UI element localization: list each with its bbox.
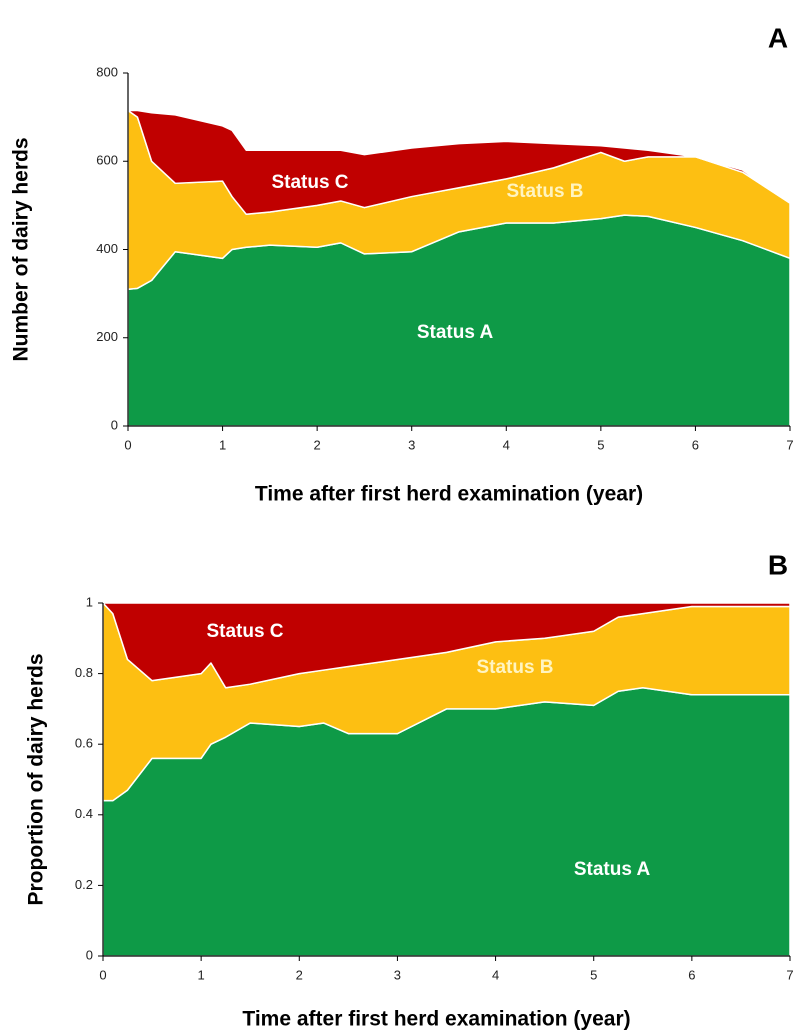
y-tick-label: 800	[96, 64, 118, 79]
x-tick-label: 3	[408, 437, 415, 452]
y-tick-label: 0	[111, 417, 118, 432]
panel-label: B	[768, 549, 788, 580]
x-tick-label: 7	[786, 967, 793, 982]
series-label: Status C	[271, 172, 348, 193]
x-tick-label: 6	[692, 437, 699, 452]
y-tick-label: 0.6	[75, 736, 93, 751]
x-tick-label: 6	[688, 967, 695, 982]
series-label: Status B	[506, 181, 583, 202]
y-tick-label: 0.4	[75, 806, 93, 821]
x-tick-label: 5	[590, 967, 597, 982]
y-tick-label: 0	[86, 947, 93, 962]
y-tick-label: 400	[96, 241, 118, 256]
series-label: Status A	[417, 322, 494, 343]
x-tick-label: 1	[198, 967, 205, 982]
x-tick-label: 7	[786, 437, 793, 452]
y-axis-title: Number of dairy herds	[10, 137, 33, 361]
panel-label: A	[768, 22, 788, 53]
x-tick-label: 4	[492, 967, 499, 982]
x-axis-title: Time after first herd examination (year)	[255, 483, 643, 506]
y-tick-label: 0.8	[75, 665, 93, 680]
x-tick-label: 0	[99, 967, 106, 982]
x-tick-label: 1	[219, 437, 226, 452]
series-label: Status B	[476, 657, 553, 678]
y-tick-label: 600	[96, 153, 118, 168]
x-tick-label: 4	[503, 437, 510, 452]
y-axis-title: Proportion of dairy herds	[25, 653, 48, 905]
series-label: Status C	[206, 621, 283, 642]
series-label: Status A	[574, 859, 651, 880]
x-tick-label: 2	[296, 967, 303, 982]
y-tick-label: 1	[86, 594, 93, 609]
y-tick-label: 200	[96, 329, 118, 344]
x-tick-label: 0	[124, 437, 131, 452]
y-tick-label: 0.2	[75, 877, 93, 892]
area	[102, 602, 791, 689]
x-tick-label: 3	[394, 967, 401, 982]
x-tick-label: 2	[314, 437, 321, 452]
area	[127, 109, 791, 215]
x-axis-title: Time after first herd examination (year)	[242, 1008, 630, 1031]
x-tick-label: 5	[597, 437, 604, 452]
